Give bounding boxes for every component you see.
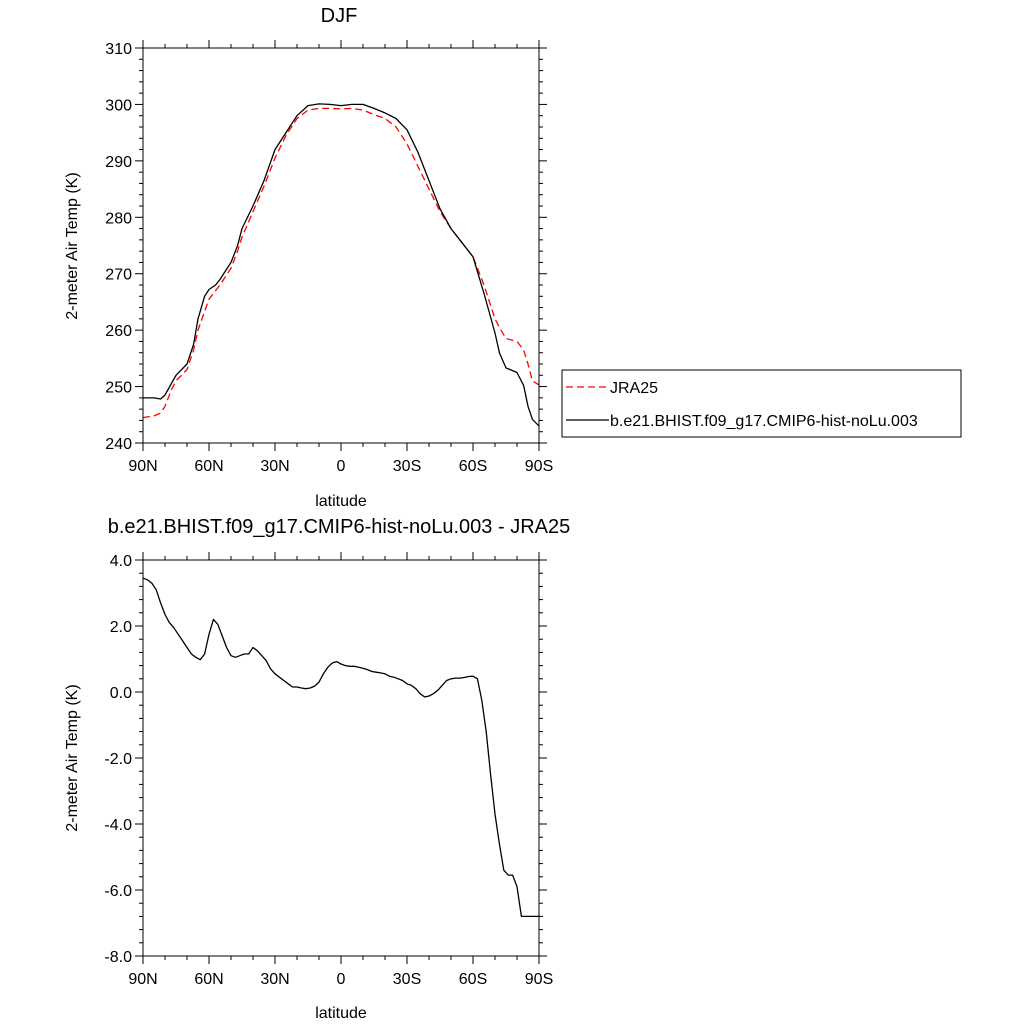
x-tick-label: 60S <box>459 458 487 475</box>
series-line-model <box>143 103 540 427</box>
bottom-y-tick-labels: -8.0 -6.0 -4.0 -2.0 0.0 2.0 4.0 <box>104 553 132 966</box>
top-series-lines <box>142 103 540 427</box>
top-y-tick-labels: 240 250 260 270 280 290 300 310 <box>105 41 132 453</box>
y-tick-label: 300 <box>105 97 132 114</box>
y-tick-label: 290 <box>105 154 132 171</box>
bottom-y-axis-label: 2-meter Air Temp (K) <box>64 684 81 831</box>
legend-box <box>561 369 962 438</box>
bottom-panel: b.e21.BHIST.f09_g17.CMIP6-hist-noLu.003 … <box>64 516 570 1022</box>
y-tick-label: 310 <box>105 41 132 58</box>
x-tick-label: 30S <box>393 458 421 475</box>
top-panel: DJF 240 250 260 270 280 290 300 310 90N 60N 30N 0 3… <box>64 5 553 510</box>
y-tick-label: 4.0 <box>110 553 132 570</box>
y-tick-label: 260 <box>105 323 132 340</box>
x-tick-label: 90N <box>128 458 157 475</box>
y-tick-label: -6.0 <box>104 883 132 900</box>
bottom-x-axis-label: latitude <box>315 1005 367 1022</box>
x-tick-label: 0 <box>337 971 346 988</box>
y-tick-label: -8.0 <box>104 949 132 966</box>
series-line-model <box>142 577 539 918</box>
top-plot-frame <box>142 47 540 444</box>
x-tick-label: 60S <box>459 971 487 988</box>
top-chart-title: DJF <box>321 5 358 27</box>
x-tick-label: 90S <box>525 458 553 475</box>
bottom-axis-ticks <box>135 552 547 964</box>
legend-label-jra25: JRA25 <box>610 380 658 397</box>
y-tick-label: 270 <box>105 267 132 284</box>
bottom-chart-title: b.e21.BHIST.f09_g17.CMIP6-hist-noLu.003 … <box>108 516 570 538</box>
x-tick-label: 60N <box>194 458 223 475</box>
y-tick-label: 280 <box>105 210 132 227</box>
x-tick-label: 0 <box>337 458 346 475</box>
x-tick-label: 90N <box>128 971 157 988</box>
bottom-series-lines <box>142 577 539 918</box>
y-tick-label: -4.0 <box>104 817 132 834</box>
bottom-x-tick-labels: 90N 60N 30N 0 30S 60S 90S <box>128 971 553 988</box>
bottom-plot-frame <box>142 559 540 957</box>
y-tick-label: 250 <box>105 380 132 397</box>
x-tick-label: 30N <box>260 458 289 475</box>
y-tick-label: 0.0 <box>110 685 132 702</box>
legend: JRA25 b.e21.BHIST.f09_g17.CMIP6-hist-noL… <box>561 369 962 438</box>
x-tick-label: 90S <box>525 971 553 988</box>
y-tick-label: -2.0 <box>104 751 132 768</box>
x-tick-label: 30S <box>393 971 421 988</box>
y-tick-label: 2.0 <box>110 619 132 636</box>
x-tick-label: 30N <box>260 971 289 988</box>
top-axis-ticks <box>135 40 547 451</box>
x-tick-label: 60N <box>194 971 223 988</box>
top-x-tick-labels: 90N 60N 30N 0 30S 60S 90S <box>128 458 553 475</box>
series-line-jra25 <box>142 107 540 419</box>
legend-label-model: b.e21.BHIST.f09_g17.CMIP6-hist-noLu.003 <box>610 413 918 430</box>
top-x-axis-label: latitude <box>315 493 367 510</box>
top-y-axis-label: 2-meter Air Temp (K) <box>64 172 81 319</box>
y-tick-label: 240 <box>105 436 132 453</box>
